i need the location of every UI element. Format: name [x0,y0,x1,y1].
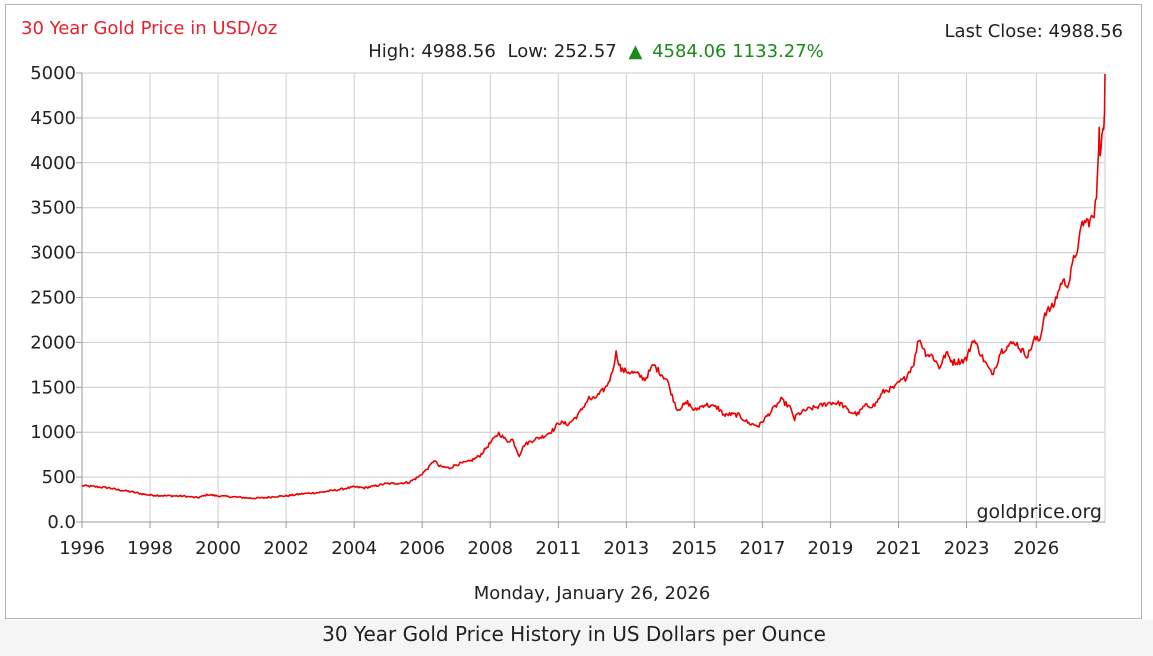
x-tick-label: 2019 [808,538,854,559]
y-tick-label: 500 [42,467,76,488]
chart-title: 30 Year Gold Price in USD/oz [21,18,277,39]
y-tick-label: 0.0 [47,512,76,533]
y-tick-label: 2000 [30,332,76,353]
price-line [81,73,1106,500]
x-tick-label: 2015 [671,538,717,559]
up-arrow-icon: ▲ [629,41,643,62]
last-close-label: Last Close: 4988.56 [945,21,1123,42]
x-tick-label: 2004 [331,538,377,559]
chart-caption: 30 Year Gold Price History in US Dollars… [322,622,826,646]
chart-frame [5,4,1142,619]
x-tick-label: 2002 [263,538,309,559]
low-value: Low: 252.57 [508,41,617,62]
y-tick-label: 3000 [30,243,76,264]
x-tick-label: 2006 [399,538,445,559]
y-tick-labels: 0.0 500 1000 1500 2000 2500 3000 3500 4000 4500 50… [30,63,76,533]
stats-line: High: 4988.56 Low: 252.57 ▲ 4584.06 1133… [368,41,824,62]
x-tick-label: 2011 [535,538,581,559]
y-tick-label: 2500 [30,288,76,309]
y-tick-label: 1000 [30,422,76,443]
x-tick-labels: 1996 1998 2000 2002 2004 2006 2008 2011 2013 2015… [59,538,1059,559]
date-label: Monday, January 26, 2026 [474,583,711,604]
x-tick-label: 2000 [195,538,241,559]
grid-lines [81,72,1106,523]
y-tick-label: 3500 [30,198,76,219]
y-tick-label: 1500 [30,377,76,398]
gold-price-chart: 30 Year Gold Price in USD/oz Last Close:… [21,18,1123,604]
x-tick-label: 2021 [876,538,922,559]
caption-bar [0,620,1153,656]
y-tick-label: 4000 [30,153,76,174]
x-tick-label: 2026 [1013,538,1059,559]
high-value: High: 4988.56 [368,41,496,62]
x-tick-label: 1998 [127,538,173,559]
watermark: goldprice.org [976,501,1102,523]
x-tick-label: 1996 [59,538,105,559]
y-tick-label: 5000 [30,63,76,84]
x-tick-label: 2013 [603,538,649,559]
x-tick-label: 2008 [467,538,513,559]
axes [76,72,1105,528]
x-tick-label: 2017 [740,538,786,559]
y-tick-label: 4500 [30,108,76,129]
change-value: 4584.06 1133.27% [652,41,824,62]
x-tick-label: 2023 [944,538,990,559]
